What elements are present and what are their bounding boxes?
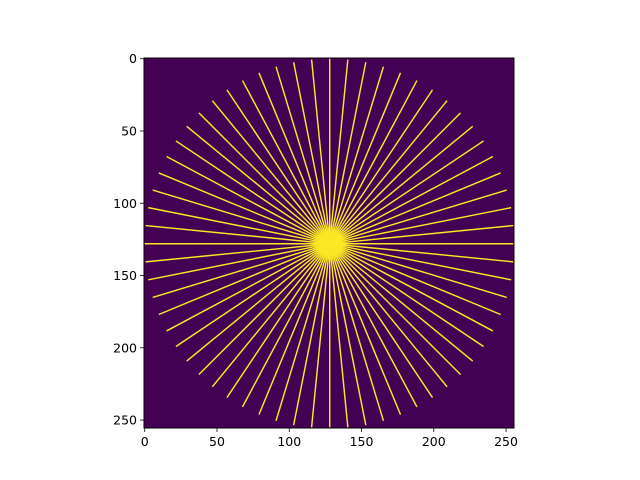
spoke-line <box>329 66 385 244</box>
spoke-line <box>329 243 484 348</box>
spoke-line <box>175 243 331 348</box>
spoke-line <box>166 155 331 245</box>
x-tick-label: 0 <box>141 434 149 449</box>
spoke-line <box>310 243 331 428</box>
spoke-line <box>329 189 507 245</box>
spoke-line <box>145 243 330 263</box>
spoke-line <box>329 243 462 376</box>
y-tick-label: 50 <box>121 123 137 138</box>
plot-area <box>143 57 515 429</box>
spoke-line <box>292 62 331 244</box>
axes-frame <box>143 57 515 429</box>
spoke-line <box>152 189 330 245</box>
spoke-line <box>152 243 330 299</box>
center-blob-disk <box>318 232 342 256</box>
spoke-line <box>329 62 367 244</box>
spoke-line <box>198 243 331 376</box>
y-tick-label: 150 <box>113 268 137 283</box>
spoke-line <box>241 80 331 245</box>
spoke-line <box>148 243 330 281</box>
spoke-line <box>158 243 330 316</box>
x-tick-label: 150 <box>350 434 374 449</box>
spoke-line <box>145 224 330 245</box>
spoke-line <box>329 243 501 316</box>
spoke-line <box>329 243 507 299</box>
y-tick-label: 250 <box>113 413 137 428</box>
spoke-line <box>158 172 330 245</box>
y-axis: 0 50 100 150 200 250 <box>113 51 144 428</box>
spoke-line <box>186 125 331 245</box>
spoke-line <box>211 100 331 245</box>
y-tick-label: 200 <box>113 340 137 355</box>
spoke-line <box>329 243 448 388</box>
spoke-line <box>258 72 331 244</box>
spoke-line <box>329 243 512 281</box>
spoke-line <box>329 72 402 244</box>
spoke-line <box>211 243 331 388</box>
spoke-line <box>258 243 331 415</box>
spoke-line <box>329 59 349 244</box>
spoke-line <box>329 243 418 408</box>
spoke-line <box>175 140 331 245</box>
spoke-line <box>148 206 330 245</box>
spokes-layer <box>144 58 514 428</box>
spoke-line <box>329 243 434 398</box>
spoke-line <box>329 172 501 245</box>
y-tick-label: 100 <box>113 196 137 211</box>
spoke-line <box>198 112 331 245</box>
spoke-line <box>292 243 331 426</box>
spoke-line <box>329 100 448 245</box>
spoke-line <box>226 243 331 398</box>
spoke-line <box>329 243 385 421</box>
spoke-line <box>329 125 474 245</box>
spoke-line <box>329 243 349 428</box>
spoke-line <box>275 66 331 244</box>
x-tick-label: 50 <box>209 434 225 449</box>
spoke-line <box>275 243 331 421</box>
spoke-line <box>186 243 331 362</box>
x-tick-label: 250 <box>494 434 518 449</box>
spoke-line <box>329 243 402 415</box>
spoke-line <box>329 243 474 362</box>
spoke-line <box>226 89 331 245</box>
spoke-line <box>329 89 434 245</box>
x-tick-label: 100 <box>277 434 301 449</box>
spoke-line <box>329 155 494 245</box>
spoke-line <box>329 243 514 263</box>
spoke-line <box>329 112 462 245</box>
x-tick-label: 200 <box>422 434 446 449</box>
spoke-line <box>310 59 331 244</box>
spoke-line <box>329 80 418 245</box>
spoke-line <box>329 224 514 245</box>
center-blob <box>318 232 342 256</box>
spoke-line <box>166 243 331 332</box>
spoke-line <box>329 206 512 245</box>
spoke-line <box>329 243 367 426</box>
y-tick-label: 0 <box>129 51 137 66</box>
spoke-line <box>329 140 484 245</box>
spoke-line <box>329 243 494 332</box>
spoke-line <box>241 243 331 408</box>
x-axis: 0 50 100 150 200 250 <box>141 428 518 449</box>
